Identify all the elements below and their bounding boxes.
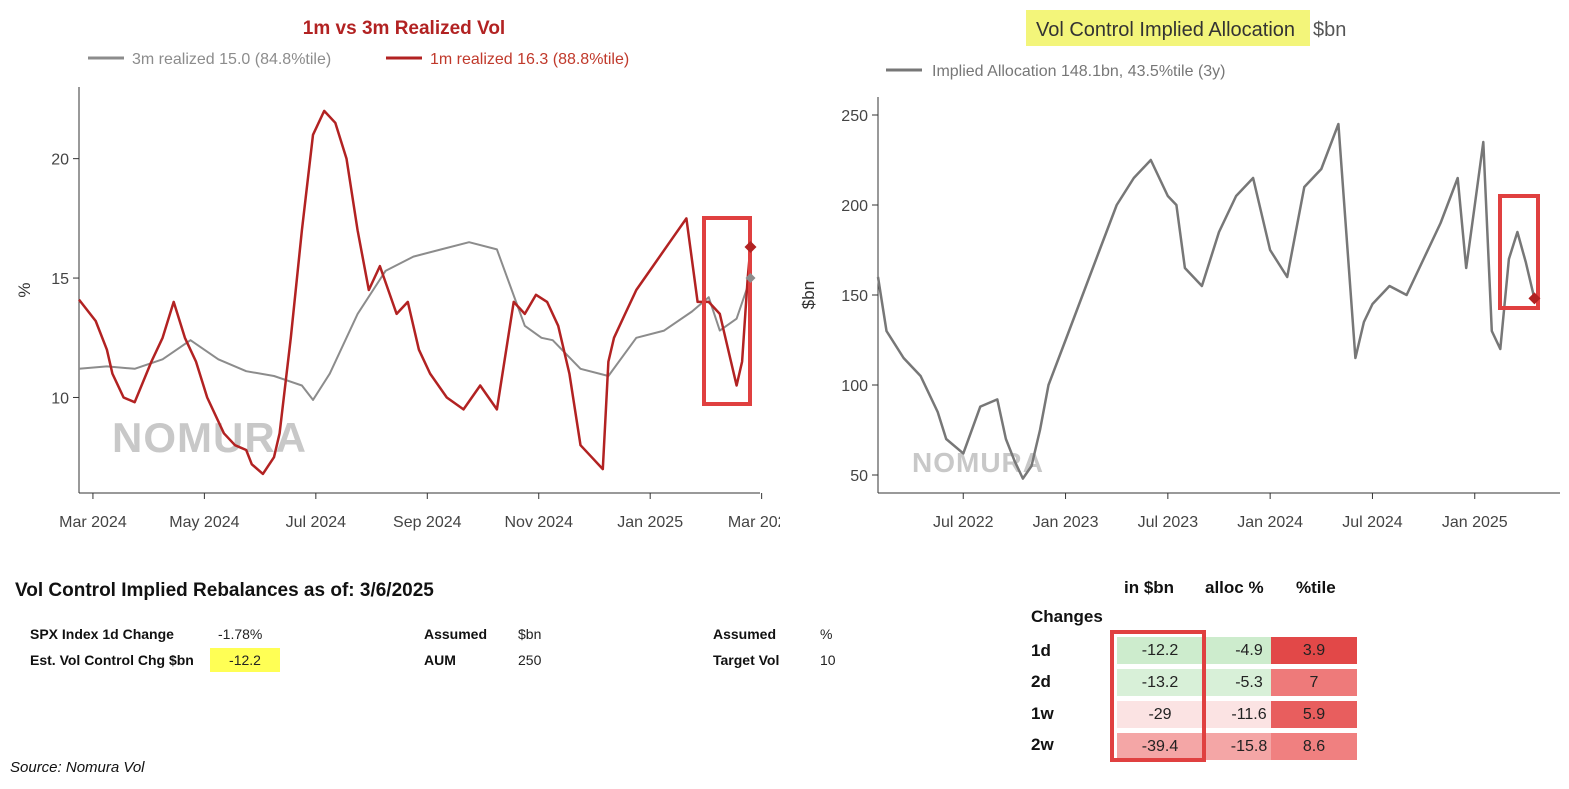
changes-col-bn: in $bn — [1124, 578, 1175, 597]
y-tick-label: 10 — [51, 390, 69, 407]
x-tick-label: Jul 2022 — [933, 514, 994, 531]
rebalance-title: Vol Control Implied Rebalances as of: 3/… — [15, 580, 434, 601]
marker-1m-latest — [744, 241, 757, 254]
x-tick-label: Mar 2024 — [59, 514, 127, 531]
chart2-title: Vol Control Implied Allocation — [1036, 19, 1295, 41]
chart2-legend-label: Implied Allocation 148.1bn, 43.5%tile (3… — [932, 63, 1226, 80]
x-tick-label: May 2024 — [169, 514, 239, 531]
cell-1w-pct: 5.9 — [1271, 701, 1357, 728]
chart1-highlight-box — [702, 216, 752, 406]
changes-row-1d: 1d — [1031, 641, 1051, 660]
cell-1w-bn: -29 — [1117, 701, 1203, 728]
legend-3m-label: 3m realized 15.0 (84.8%tile) — [132, 51, 331, 68]
target-vol-label: Target Vol — [713, 652, 780, 668]
x-tick-label: Jan 2023 — [1033, 514, 1099, 531]
series-1m-realized — [78, 109, 752, 476]
target-vol-value: 10 — [820, 652, 836, 668]
changes-bn-highlight-box — [1110, 630, 1206, 762]
y-tick-label: 250 — [841, 108, 868, 125]
x-tick-label: Jul 2024 — [1342, 514, 1403, 531]
marker-allocation-latest — [1528, 292, 1541, 305]
legend-1m-label: 1m realized 16.3 (88.8%tile) — [430, 51, 629, 68]
x-tick-label: Jul 2023 — [1138, 514, 1199, 531]
y-tick-label: 100 — [841, 378, 868, 395]
x-tick-label: Jan 2025 — [617, 514, 683, 531]
aum-unit: $bn — [518, 626, 542, 642]
chart1-title: 1m vs 3m Realized Vol — [303, 18, 505, 39]
cell-1d-bn: -12.2 — [1117, 637, 1203, 664]
chart2-title-unit: $bn — [1313, 19, 1346, 41]
x-tick-label: Nov 2024 — [504, 514, 573, 531]
chart2-highlight-box — [1498, 194, 1540, 310]
x-tick-label: Jan 2025 — [1442, 514, 1508, 531]
cell-1d-pct: 3.9 — [1271, 637, 1357, 664]
chart1-y-label: % — [15, 282, 34, 297]
chart2-title-highlight — [1026, 10, 1310, 46]
aum-value: 250 — [518, 652, 542, 668]
x-tick-label: Jan 2024 — [1237, 514, 1303, 531]
realized-vol-chart: 1m vs 3m Realized Vol 3m realized 15.0 (… — [15, 18, 780, 531]
cell-2d-pct: 7 — [1271, 669, 1357, 696]
y-tick-label: 50 — [850, 468, 868, 485]
chart2-watermark: NOMURA — [912, 447, 1044, 478]
implied-allocation-chart: Vol Control Implied Allocation $bn Impli… — [799, 19, 1560, 531]
x-tick-label: Jul 2024 — [286, 514, 347, 531]
cell-2d-bn: -13.2 — [1117, 669, 1203, 696]
y-tick-label: 200 — [841, 198, 868, 215]
aum-label: AUM — [424, 652, 456, 668]
changes-row-2d: 2d — [1031, 672, 1051, 691]
changes-row-1w: 1w — [1031, 704, 1054, 723]
assumed-vol-header: Assumed — [713, 626, 777, 642]
source-note: Source: Nomura Vol — [10, 759, 145, 776]
series-implied-allocation — [876, 122, 1536, 480]
y-tick-label: 150 — [841, 288, 868, 305]
series-3m-realized — [78, 241, 752, 401]
y-tick-label: 20 — [51, 152, 69, 169]
spx-change-value: -1.78% — [218, 626, 263, 642]
cell-2w-pct: 8.6 — [1271, 733, 1357, 760]
x-tick-label: Mar 2025 — [728, 514, 780, 531]
chart1-watermark: NOMURA — [112, 414, 307, 461]
changes-col-alloc: alloc % — [1205, 578, 1264, 597]
assumed-aum-header: Assumed — [424, 626, 488, 642]
vol-unit: % — [820, 626, 833, 642]
spx-change-label: SPX Index 1d Change — [30, 626, 174, 642]
changes-title: Changes — [1031, 607, 1103, 626]
chart2-y-label: $bn — [799, 281, 818, 309]
changes-row-2w: 2w — [1031, 735, 1054, 754]
changes-col-pct: %tile — [1296, 578, 1336, 597]
y-tick-label: 15 — [51, 271, 69, 288]
x-tick-label: Sep 2024 — [393, 514, 462, 531]
est-vol-control-label: Est. Vol Control Chg $bn — [30, 652, 194, 668]
est-vol-control-value: -12.2 — [210, 648, 280, 672]
marker-3m-latest — [745, 273, 756, 284]
cell-2w-bn: -39.4 — [1117, 733, 1203, 760]
